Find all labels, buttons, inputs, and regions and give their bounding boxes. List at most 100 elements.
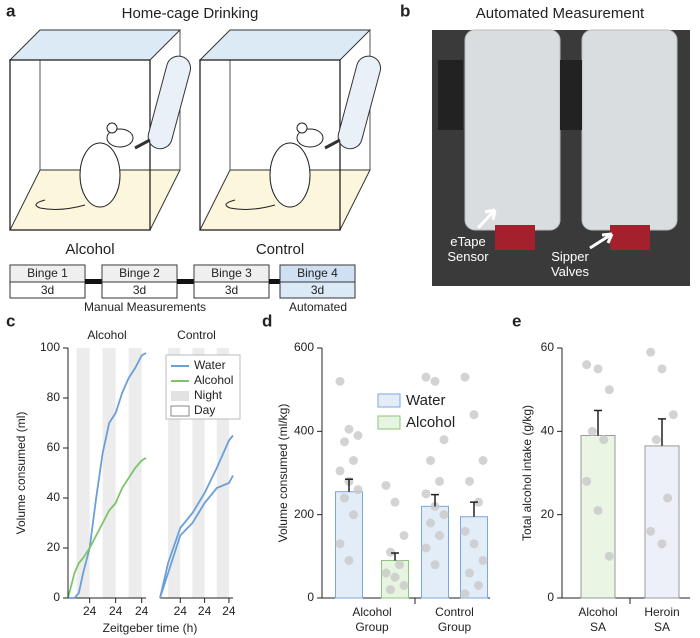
legend-label: Day <box>194 403 215 417</box>
data-point <box>439 510 449 520</box>
data-point <box>421 543 431 553</box>
connector <box>269 279 280 284</box>
panel-letter: a <box>6 1 16 20</box>
y-tick-label: 0 <box>307 590 314 604</box>
y-tick-label: 100 <box>40 340 60 354</box>
data-point <box>651 435 661 445</box>
data-point <box>599 435 609 445</box>
legend-swatch <box>377 393 401 408</box>
data-point <box>340 493 349 503</box>
subplot-title: Alcohol <box>87 328 126 342</box>
x-tick-label: 24 <box>83 604 97 618</box>
data-point <box>474 581 483 590</box>
series-line <box>159 434 234 599</box>
data-point <box>460 526 470 536</box>
data-point <box>439 435 449 445</box>
y-axis-label: Volume consumed (ml) <box>14 412 28 535</box>
panel-letter: e <box>512 311 521 330</box>
error-bar <box>470 501 478 517</box>
y-tick-label: 60 <box>47 440 61 454</box>
callout: eTape Sensor <box>447 234 489 264</box>
callout: Sipper Valves <box>551 249 590 279</box>
error-bar <box>391 552 399 561</box>
group-label: Control Group <box>435 605 474 634</box>
connector <box>85 279 102 284</box>
error-bar <box>594 409 602 436</box>
y-axis-label: Total alcohol intake (g/kg) <box>520 405 534 541</box>
legend-swatch <box>171 391 189 401</box>
tube <box>464 29 561 231</box>
x-tick-label: 24 <box>174 604 188 618</box>
data-point <box>474 497 483 507</box>
data-point <box>460 372 470 382</box>
panel-letter: c <box>6 311 15 330</box>
binge-label: Binge 1 <box>27 266 68 280</box>
x-tick-label: 24 <box>222 604 236 618</box>
y-tick-label: 40 <box>541 424 555 438</box>
data-point <box>657 539 667 549</box>
error-bar <box>431 493 439 507</box>
binge-duration: 3d <box>225 283 238 297</box>
panel-letter: d <box>262 311 272 330</box>
data-point <box>668 410 678 420</box>
y-tick-label: 80 <box>47 390 61 404</box>
schedule-header <box>11 266 84 282</box>
y-tick-label: 600 <box>294 340 314 354</box>
series-line <box>68 352 147 599</box>
valve <box>495 225 535 250</box>
data-point <box>582 360 592 370</box>
y-tick-label: 60 <box>541 340 555 354</box>
data-point <box>604 551 614 561</box>
data-point <box>587 426 597 436</box>
data-point <box>335 539 345 549</box>
data-point <box>349 456 358 465</box>
bar <box>644 445 680 599</box>
night-band <box>128 348 142 598</box>
data-point <box>430 376 440 386</box>
x-tick-label: 24 <box>109 604 123 618</box>
y-tick-label: 400 <box>294 424 314 438</box>
y-tick-label: 40 <box>47 490 61 504</box>
arrow <box>476 208 497 230</box>
data-point <box>381 568 391 578</box>
y-tick-label: 200 <box>294 507 314 521</box>
binge-label: Binge 4 <box>297 266 338 280</box>
x-axis-label: Zeitgeber time (h) <box>103 621 198 635</box>
night-band <box>76 348 90 598</box>
data-point <box>390 497 400 507</box>
tube <box>581 29 678 231</box>
data-point <box>604 385 614 395</box>
binge-duration: 3d <box>311 283 324 297</box>
group-label: Alcohol Group <box>352 605 391 634</box>
data-point <box>426 456 435 465</box>
data-point <box>399 581 409 590</box>
clamp <box>560 60 582 130</box>
control-cage <box>198 28 385 232</box>
x-tick-label: 24 <box>135 604 149 618</box>
data-point <box>593 506 603 515</box>
data-point <box>344 556 354 565</box>
subplot-title: Control <box>177 328 216 342</box>
alcohol-cage <box>8 28 195 232</box>
panel-title: Automated Measurement <box>476 5 645 22</box>
data-point <box>381 481 391 490</box>
data-point <box>435 476 444 486</box>
data-point <box>478 456 488 465</box>
panel-title: Home-cage Drinking <box>122 5 259 22</box>
x-tick-label: 24 <box>198 604 212 618</box>
data-point <box>340 437 349 447</box>
data-point <box>465 568 474 578</box>
data-point <box>390 572 400 582</box>
data-point <box>399 531 409 540</box>
data-point <box>344 424 354 434</box>
data-point <box>646 526 656 536</box>
data-point <box>593 364 603 374</box>
data-point <box>421 489 431 499</box>
panel-letter: b <box>400 1 410 20</box>
bar <box>580 435 616 599</box>
y-axis-label: Volume consumed (ml/kg) <box>276 404 290 543</box>
data-point <box>469 539 479 549</box>
data-point <box>395 560 404 570</box>
data-point <box>435 531 444 540</box>
data-point <box>465 476 474 486</box>
